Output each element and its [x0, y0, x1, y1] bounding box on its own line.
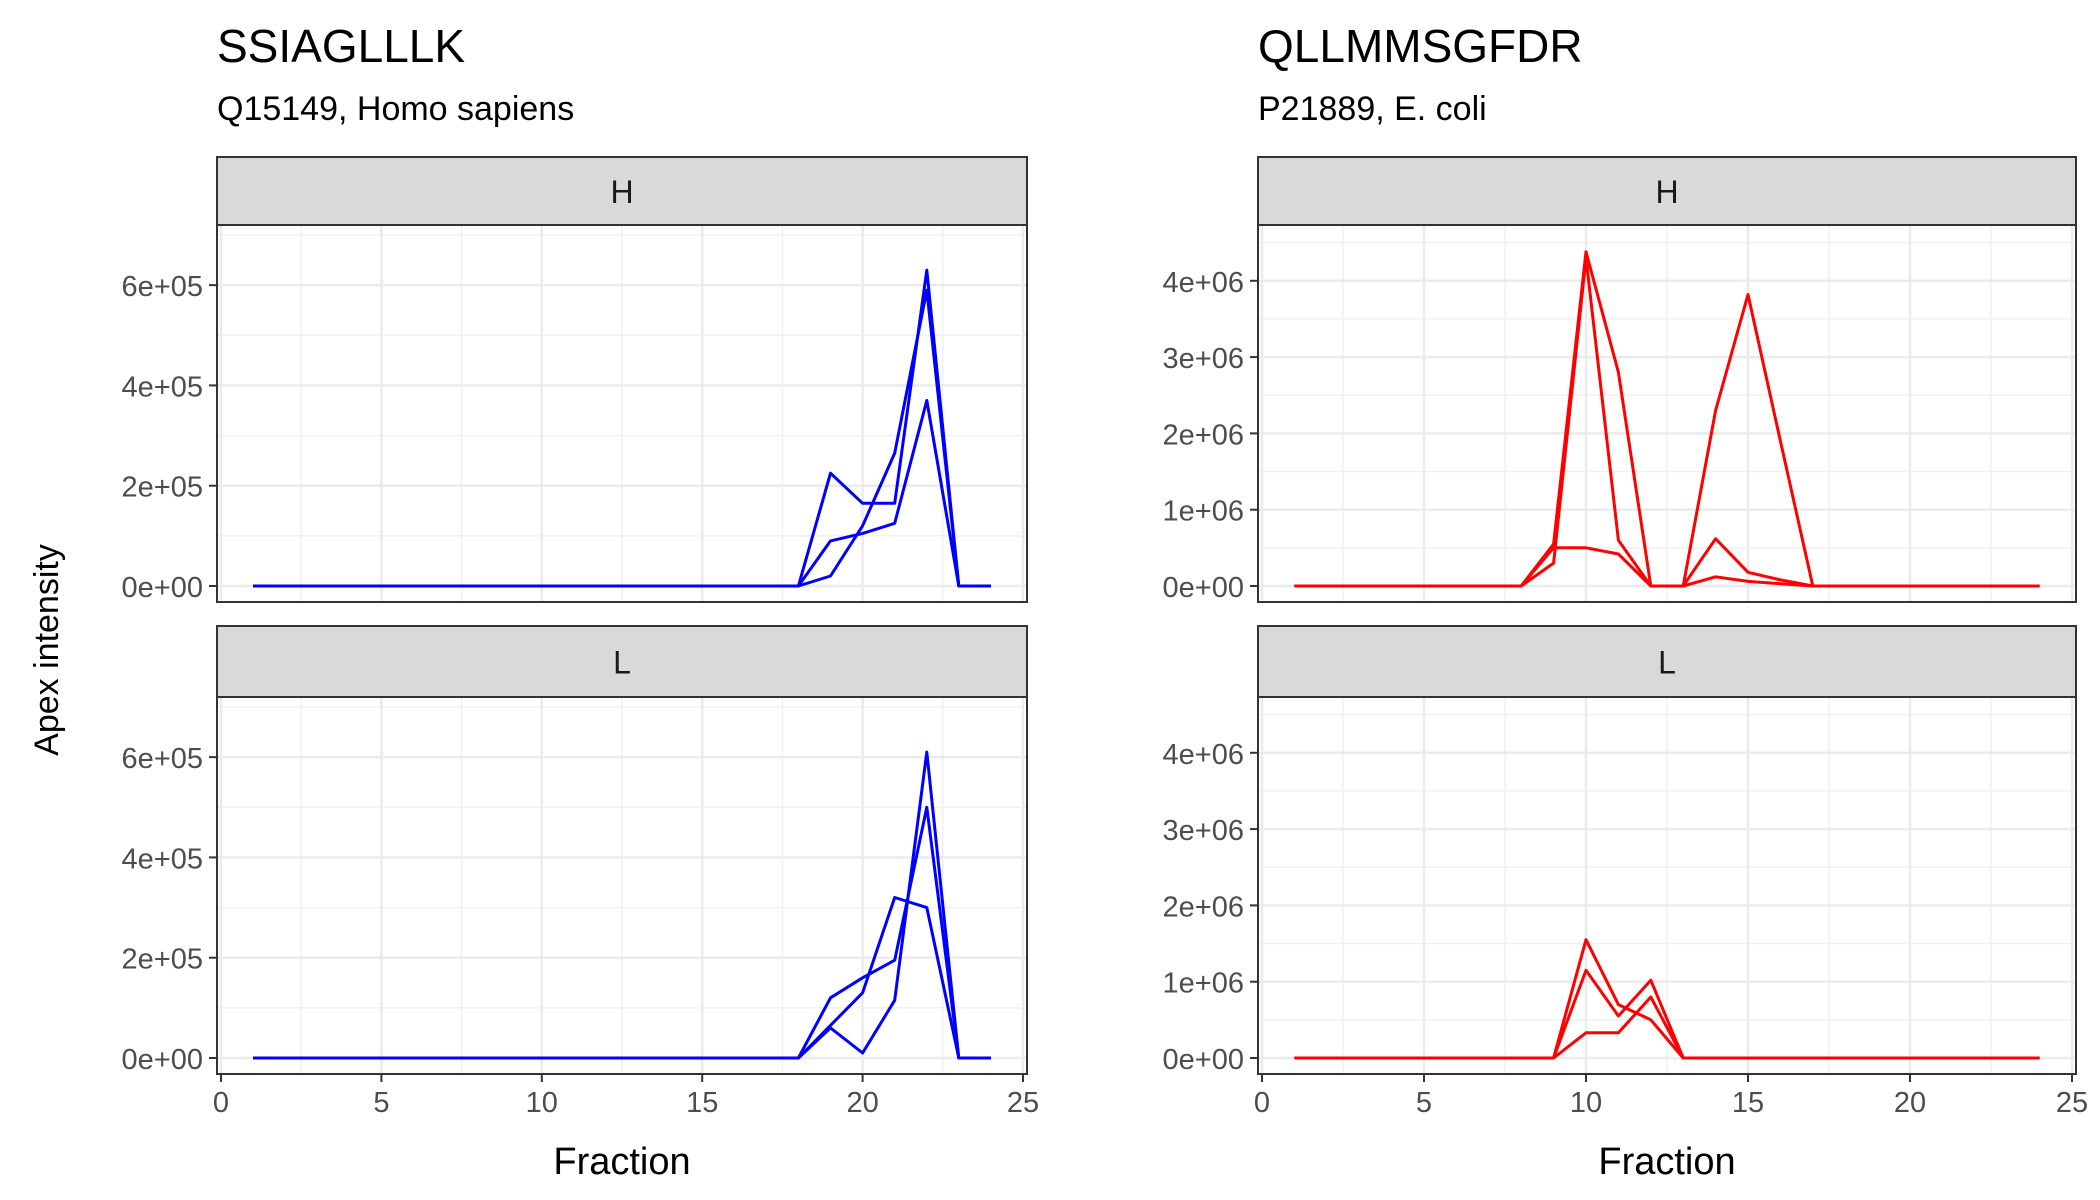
- y-tick-label: 2e+05: [122, 472, 203, 504]
- chart-left-subtitle: Q15149, Homo sapiens: [217, 90, 574, 128]
- y-tick-label: 4e+06: [1163, 739, 1244, 771]
- chart-right-title: QLLMMSGFDR: [1258, 20, 1583, 72]
- panel-right-L: L 0e+00 1e+06 2e+06 3e+06 4e+06 0 5 10 15 20 25: [1163, 625, 2088, 1119]
- y-tick-label: 1e+06: [1163, 496, 1244, 528]
- facet-strip: [1257, 625, 2077, 698]
- chart-left: SSIAGLLLK Q15149, Homo sapiens Fraction …: [122, 20, 1040, 1183]
- y-tick-label: 4e+06: [1163, 267, 1244, 299]
- facet-strip-label: L: [1658, 645, 1676, 681]
- series-line-3: [1294, 995, 2040, 1060]
- panel-border: [1257, 696, 2077, 1075]
- chart-right-subtitle: P21889, E. coli: [1258, 90, 1487, 128]
- x-tick-label: 15: [686, 1087, 718, 1119]
- chart-right-x-axis-label: Fraction: [1598, 1141, 1735, 1183]
- x-tick-label: 10: [1570, 1087, 1602, 1119]
- x-tick-label: 0: [213, 1087, 229, 1119]
- panel-left-L: L 0e+00 2e+05 4e+05 6e+05 0 5 10 15 20 25: [122, 625, 1039, 1119]
- y-tick-label: 2e+05: [122, 944, 203, 976]
- y-tick-label: 6e+05: [122, 271, 203, 303]
- panel-right-H: H 0e+00 1e+06 2e+06 3e+06 4e+06: [1163, 156, 2077, 604]
- x-tick-label: 20: [846, 1087, 878, 1119]
- x-tick-label: 5: [373, 1087, 389, 1119]
- x-tick-label: 25: [1007, 1087, 1039, 1119]
- x-tick-label: 10: [526, 1087, 558, 1119]
- y-tick-label: 2e+06: [1163, 419, 1244, 451]
- facet-strip: [1257, 156, 2077, 226]
- y-tick-label: 0e+00: [122, 1044, 203, 1076]
- y-tick-label: 4e+05: [122, 371, 203, 403]
- chart-left-title: SSIAGLLLK: [217, 20, 465, 72]
- chart-right: QLLMMSGFDR P21889, E. coli Fraction H 0e+…: [1163, 20, 2089, 1183]
- facet-strip-label: H: [1655, 174, 1678, 210]
- panel-border: [216, 224, 1028, 603]
- facet-strip-label: L: [613, 645, 631, 681]
- y-tick-label: 0e+00: [1163, 572, 1244, 604]
- series-line-3: [253, 288, 991, 588]
- x-tick-label: 20: [1894, 1087, 1926, 1119]
- x-tick-label: 15: [1732, 1087, 1764, 1119]
- chart-left-x-axis-label: Fraction: [553, 1141, 690, 1183]
- series-line-2: [253, 399, 991, 588]
- y-tick-label: 3e+06: [1163, 815, 1244, 847]
- y-tick-label: 0e+00: [122, 572, 203, 604]
- x-tick-label: 25: [2056, 1087, 2088, 1119]
- facet-strip: [216, 156, 1028, 226]
- y-axis-label: Apex intensity: [28, 544, 66, 756]
- panel-border: [1257, 224, 2077, 603]
- x-tick-label: 0: [1254, 1087, 1270, 1119]
- y-tick-label: 1e+06: [1163, 968, 1244, 1000]
- y-tick-label: 6e+05: [122, 743, 203, 775]
- facet-strip-label: H: [610, 174, 633, 210]
- series-line-3: [253, 896, 991, 1060]
- facet-strip: [216, 625, 1028, 698]
- y-tick-label: 4e+05: [122, 843, 203, 875]
- x-tick-label: 5: [1416, 1087, 1432, 1119]
- panel-border: [216, 696, 1028, 1075]
- panel-left-H: H 0e+00 2e+05 4e+05 6e+05: [122, 156, 1028, 604]
- y-tick-label: 2e+06: [1163, 891, 1244, 923]
- y-tick-label: 3e+06: [1163, 343, 1244, 375]
- series-line-3: [1294, 256, 2040, 588]
- y-tick-label: 0e+00: [1163, 1044, 1244, 1076]
